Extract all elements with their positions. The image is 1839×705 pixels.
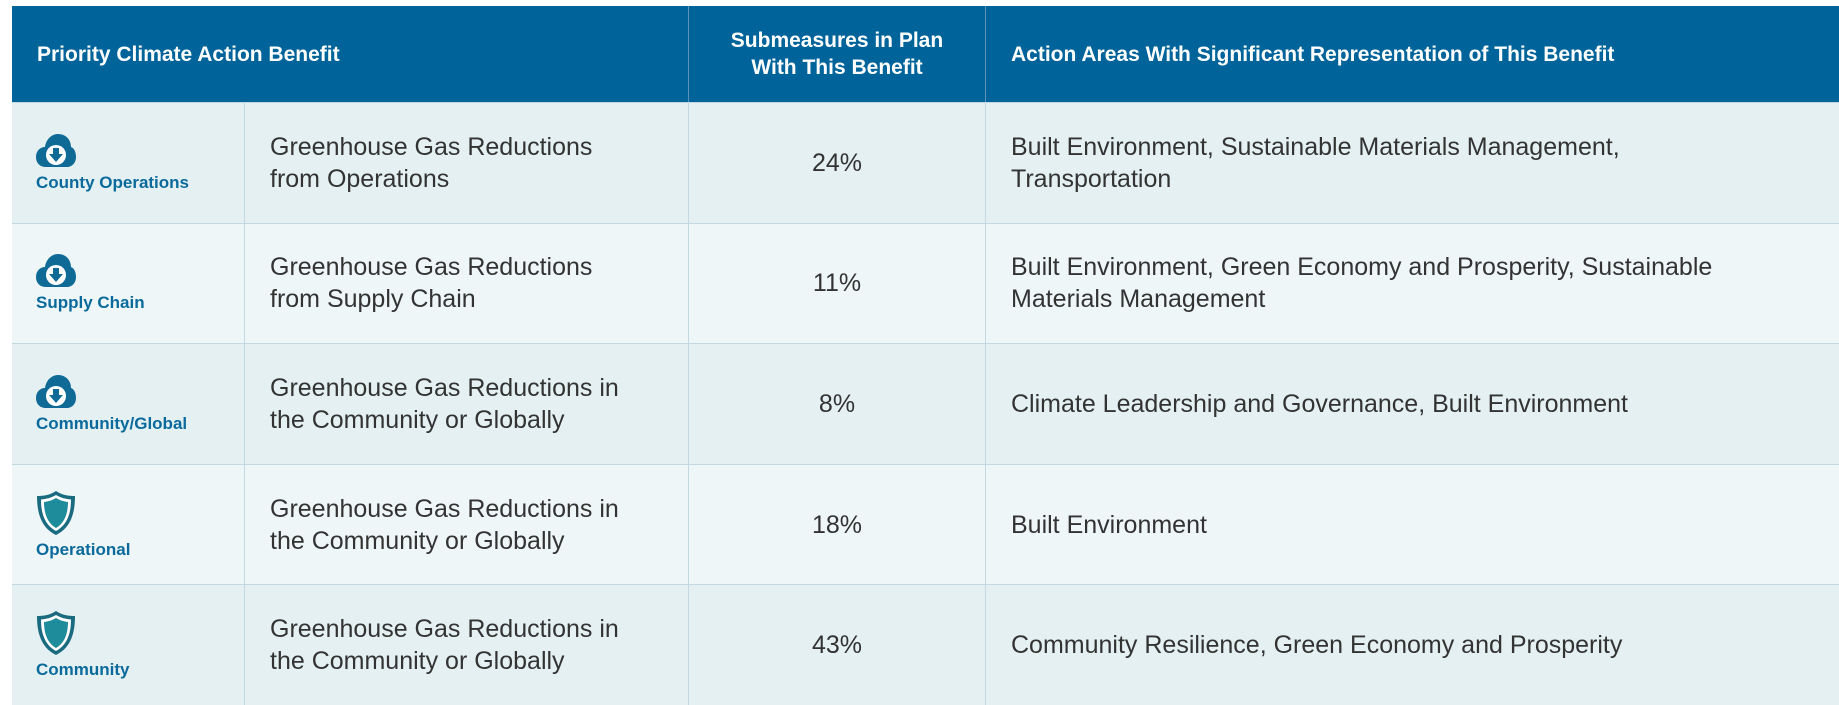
- share-cell: 43%: [688, 584, 985, 705]
- benefit-cell: Greenhouse Gas Reductions from Operation…: [244, 102, 688, 223]
- share-cell: 11%: [688, 222, 985, 344]
- cloud-icon: [36, 254, 76, 288]
- share-cell: 24%: [688, 102, 985, 223]
- icon-label: Community: [36, 660, 130, 680]
- header-cell: Priority Climate Action Benefit: [12, 6, 688, 102]
- icon-label: Community/Global: [36, 413, 188, 433]
- benefit-cell: Greenhouse Gas Reductions from Supply Ch…: [244, 222, 688, 344]
- icon-cell: Community: [12, 584, 244, 705]
- benefit-cell: Greenhouse Gas Reductions in the Communi…: [244, 343, 688, 464]
- benefit-cell: Greenhouse Gas Reductions in the Communi…: [244, 584, 688, 705]
- icon-label: Supply Chain: [36, 293, 145, 313]
- share-cell: 18%: [688, 463, 985, 585]
- areas-cell: Built Environment: [985, 463, 1839, 585]
- header-cell: Submeasures in Plan With This Benefit: [688, 6, 985, 102]
- icon-cell: Supply Chain: [12, 222, 244, 344]
- areas-cell: Climate Leadership and Governance, Built…: [985, 343, 1839, 464]
- shield-icon: [37, 611, 75, 656]
- areas-cell: Built Environment, Sustainable Materials…: [985, 102, 1839, 223]
- benefits-table: Priority Climate Action Benefit Submeasu…: [12, 6, 1839, 705]
- shield-icon: [37, 490, 75, 535]
- icon-cell: Community/Global: [12, 343, 244, 464]
- cloud-icon: [36, 374, 76, 408]
- header-cell: Action Areas With Significant Representa…: [985, 6, 1839, 102]
- icon-cell: Operational: [12, 463, 244, 585]
- icon-label: County Operations: [36, 172, 190, 192]
- areas-cell: Community Resilience, Green Economy and …: [985, 584, 1839, 705]
- icon-cell: County Operations: [12, 102, 244, 223]
- share-cell: 8%: [688, 343, 985, 464]
- icon-label: Operational: [36, 539, 131, 559]
- cloud-icon: [36, 133, 76, 167]
- benefit-cell: Greenhouse Gas Reductions in the Communi…: [244, 463, 688, 585]
- areas-cell: Built Environment, Green Economy and Pro…: [985, 222, 1839, 344]
